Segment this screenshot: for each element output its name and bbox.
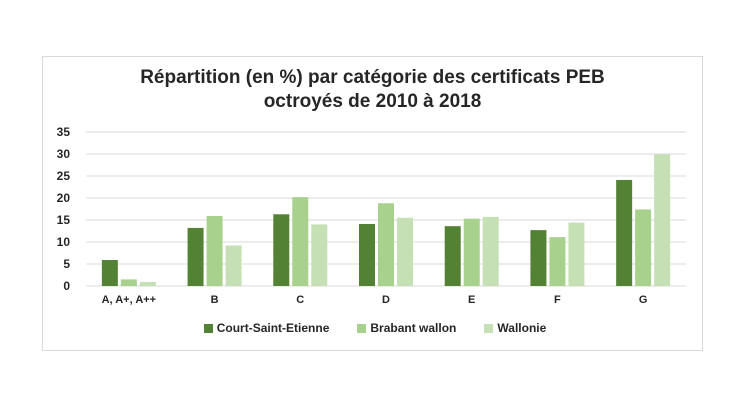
bar [397,217,413,286]
bar [463,218,480,286]
bar [120,279,137,286]
bar [311,224,328,286]
bar [616,179,633,286]
y-tick-label: 35 [57,125,71,139]
y-tick-label: 15 [57,213,71,227]
bar [378,203,394,286]
bar [187,227,204,286]
chart-title-line-1: Répartition (en %) par catégorie des cer… [140,67,605,88]
y-tick-label: 10 [57,235,71,249]
bar [273,214,290,286]
y-tick-label: 25 [57,169,71,183]
bar [225,245,242,286]
chart-title: Répartition (en %) par catégorie des cer… [42,66,703,114]
legend-label: Wallonie [497,321,547,335]
bar [359,223,375,286]
chart-frame [42,56,703,351]
bar [654,154,671,286]
x-tick-label: C [296,294,304,306]
legend-label: Brabant wallon [370,321,457,335]
bar [635,209,652,286]
x-tick-label: G [639,294,648,306]
legend-item: Court-Saint-Etienne [203,321,330,335]
x-tick-label: B [211,294,219,306]
bar [101,260,118,286]
y-tick-label: 0 [63,279,70,293]
chart-title-line-2: octroyés de 2010 à 2018 [263,91,482,112]
legend-item: Brabant wallon [357,321,456,335]
legend-item: Wallonie [484,321,546,335]
legend-swatch [203,324,213,333]
legend-swatch [484,324,494,333]
bar [292,197,309,286]
y-tick-label: 5 [63,257,70,271]
legend-swatch [357,324,367,333]
x-tick-label: E [468,294,475,306]
y-tick-label: 20 [57,191,71,205]
bar [482,216,499,286]
bar [549,237,566,286]
legend-label: Court-Saint-Etienne [216,321,330,335]
bar [139,282,156,286]
bar [530,230,547,286]
x-tick-label: A, A+, A++ [102,294,157,306]
bar [444,226,461,286]
y-tick-label: 30 [57,147,71,161]
bar [206,216,223,286]
bar [568,222,585,286]
x-tick-label: D [382,294,390,306]
legend: Court-Saint-Etienne Brabant wallon Walloni… [0,321,750,335]
x-tick-label: F [554,294,561,306]
